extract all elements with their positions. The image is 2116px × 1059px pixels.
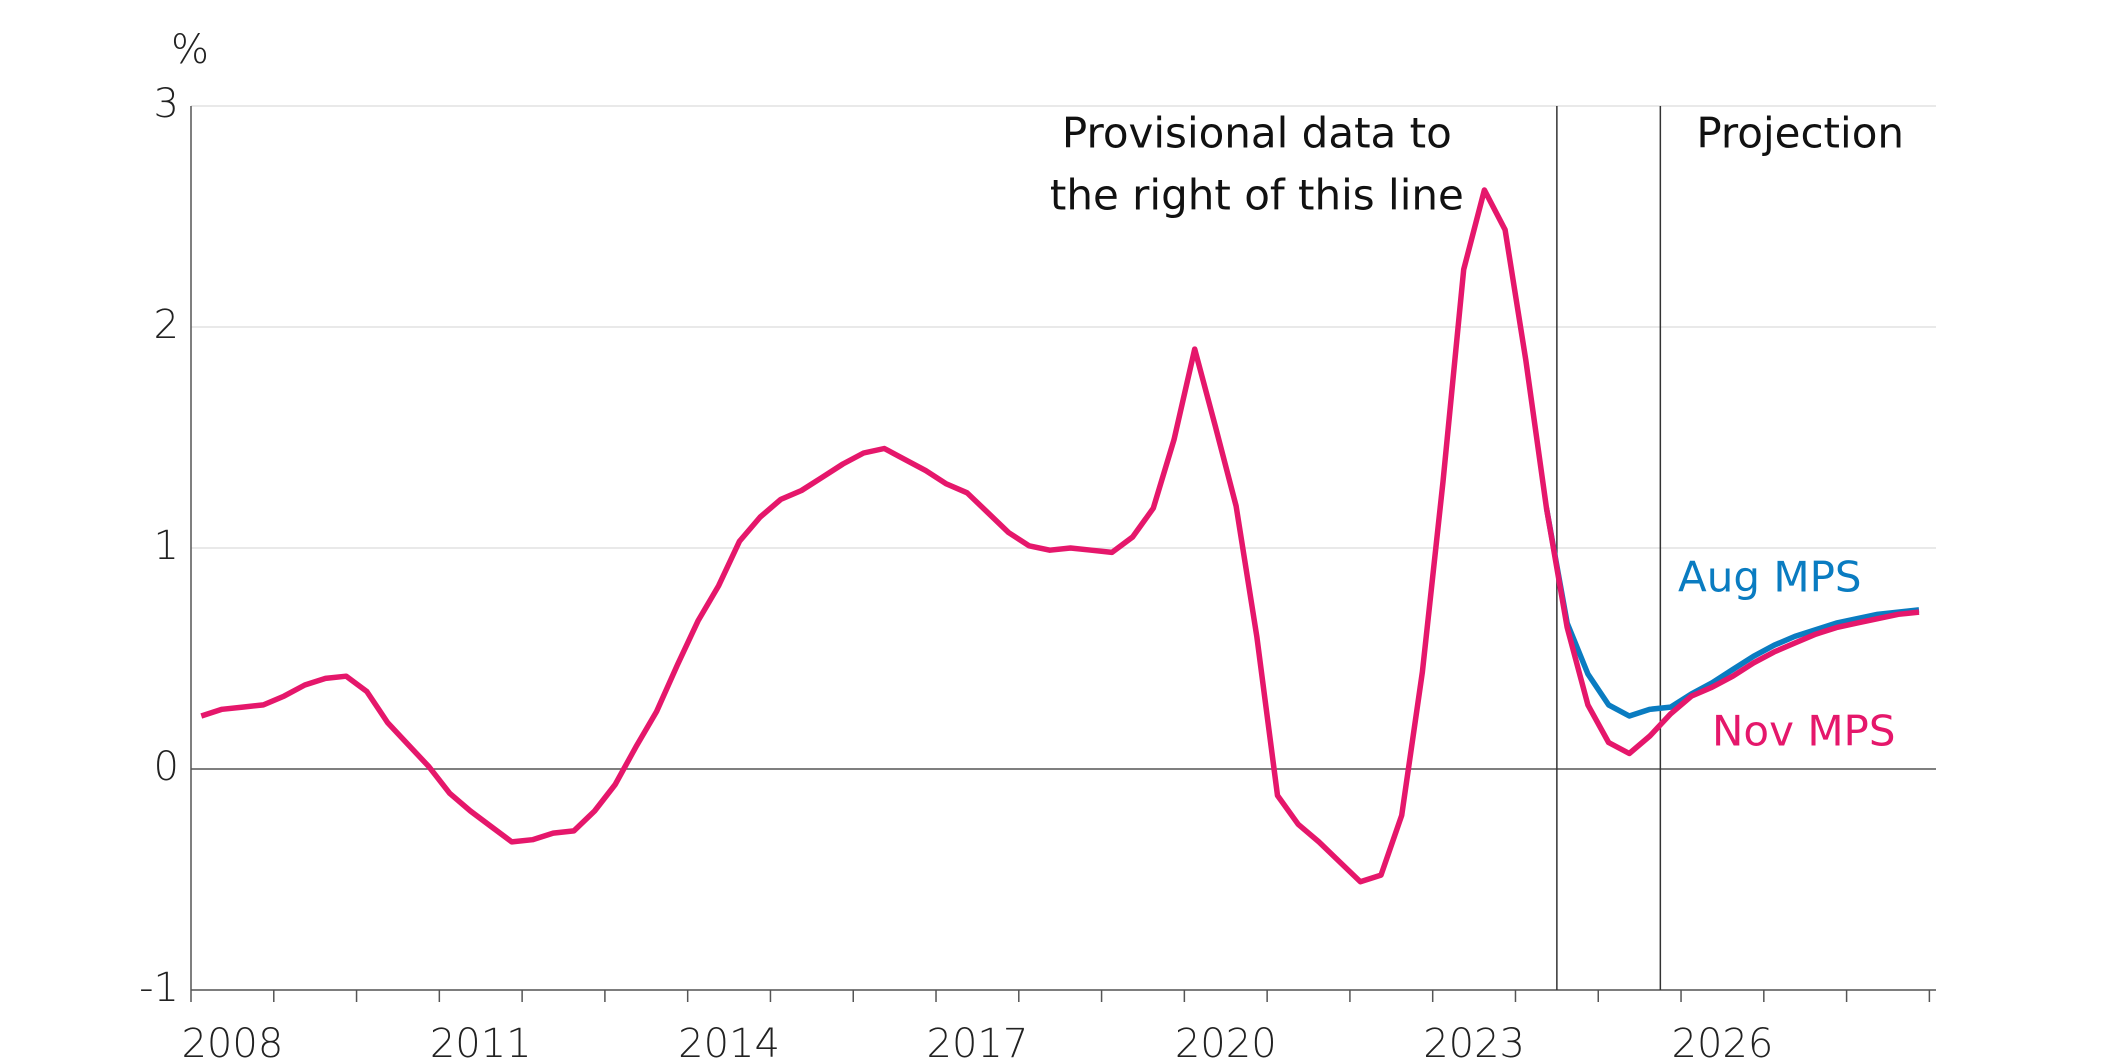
- x-tick-label: 2008: [181, 1021, 283, 1059]
- x-tick-label: 2011: [430, 1021, 532, 1059]
- x-tick-label: 2014: [678, 1021, 780, 1059]
- y-axis-label: %: [171, 27, 209, 73]
- y-tick-label: 0: [154, 744, 179, 790]
- annotation: Provisional data to: [1062, 109, 1452, 158]
- annotation: Projection: [1696, 109, 1904, 158]
- x-tick-label: 2017: [927, 1021, 1029, 1059]
- series-line: [1543, 507, 1920, 719]
- x-tick-label: 2026: [1672, 1021, 1774, 1059]
- y-tick-label: 3: [154, 81, 179, 127]
- y-tick-label: 1: [154, 523, 179, 569]
- y-tick-label: 2: [154, 302, 179, 348]
- x-tick-label: 2020: [1175, 1021, 1277, 1059]
- y-tick-label: -1: [139, 965, 179, 1011]
- x-tick-label: 2023: [1423, 1021, 1525, 1059]
- legend-label: Aug MPS: [1678, 553, 1862, 602]
- legend-label: Nov MPS: [1712, 707, 1896, 756]
- annotation: the right of this line: [1050, 171, 1464, 220]
- series-line: [200, 187, 1920, 885]
